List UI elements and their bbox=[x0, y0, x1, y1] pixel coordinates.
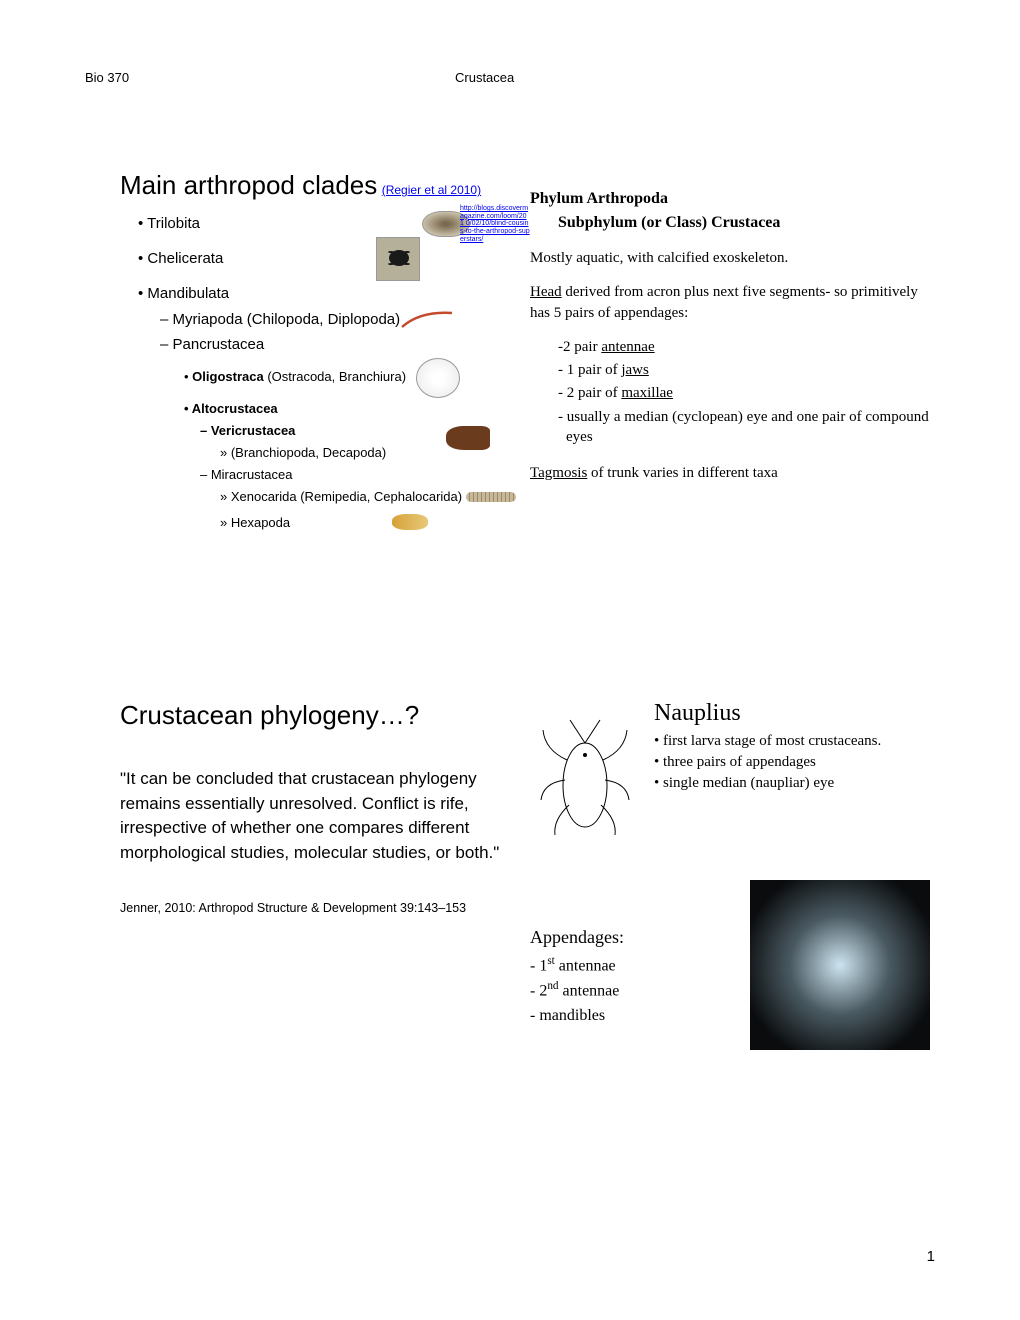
header-left: Bio 370 bbox=[85, 70, 129, 85]
appendages-header: Appendages: bbox=[530, 924, 624, 951]
p-head: Head derived from acron plus next five s… bbox=[530, 282, 930, 323]
nauplius-title: Nauplius bbox=[654, 700, 881, 727]
slide-title-row: Main arthropod clades (Regier et al 2010… bbox=[120, 170, 520, 201]
xenocarida-label: Xenocarida (Remipedia, Cephalocarida) bbox=[220, 486, 462, 508]
row-pancrustacea: Pancrustacea bbox=[120, 332, 520, 358]
miracrustacea-label: Miracrustacea bbox=[200, 464, 292, 486]
tiny-link[interactable]: http://blogs.discoverm agazine.com/loom/… bbox=[460, 205, 530, 243]
centipede-image bbox=[400, 309, 454, 329]
slide-main-clades: Main arthropod clades (Regier et al 2010… bbox=[120, 170, 520, 538]
slide-nauplius: Nauplius first larva stage of most crust… bbox=[530, 700, 930, 860]
crustacea-body: Mostly aquatic, with calcified exoskelet… bbox=[530, 248, 930, 483]
row-miracrustacea: Miracrustacea bbox=[120, 464, 520, 486]
mandibulata-label: Mandibulata bbox=[138, 281, 229, 307]
nauplius-diagram bbox=[530, 700, 640, 860]
app-mandibles: - mandibles bbox=[530, 1004, 624, 1028]
nauplius-row: Nauplius first larva stage of most crust… bbox=[530, 700, 930, 860]
row-hexapoda: Hexapoda bbox=[120, 508, 520, 538]
spider-image bbox=[376, 237, 420, 281]
altocrustacea-label: Altocrustacea bbox=[184, 398, 278, 420]
row-chelicerata: Chelicerata bbox=[120, 237, 520, 281]
phylogeny-title: Crustacean phylogeny…? bbox=[120, 700, 520, 731]
li-antennae: -2 pair antennae bbox=[558, 337, 930, 357]
row-oligostraca: Oligostraca (Ostracoda, Branchiura) bbox=[120, 358, 520, 398]
clade-list: Trilobita http://blogs.discoverm agazine… bbox=[120, 211, 520, 538]
li-maxillae: - 2 pair of maxillae bbox=[558, 383, 930, 403]
appendage-list: -2 pair antennae - 1 pair of jaws - 2 pa… bbox=[558, 337, 930, 447]
vericrustacea-label: Vericrustacea bbox=[200, 420, 295, 442]
regier-link[interactable]: (Regier et al 2010) bbox=[382, 183, 481, 197]
myriapoda-label: Myriapoda (Chilopoda, Diplopoda) bbox=[160, 307, 400, 333]
header-right: Crustacea bbox=[455, 70, 514, 85]
nauplius-li3: single median (naupliar) eye bbox=[654, 775, 881, 792]
appendages-block: Appendages: - 1st antennae - 2nd antenna… bbox=[530, 924, 624, 1028]
page-number: 1 bbox=[927, 1248, 935, 1265]
hexapod-image bbox=[382, 508, 440, 538]
row-mandibulata: Mandibulata bbox=[120, 281, 520, 307]
phylogeny-quote: "It can be concluded that crustacean phy… bbox=[120, 767, 520, 866]
p-aquatic: Mostly aquatic, with calcified exoskelet… bbox=[530, 248, 930, 268]
page-header: Bio 370 Crustacea bbox=[85, 70, 935, 85]
row-myriapoda: Myriapoda (Chilopoda, Diplopoda) bbox=[120, 307, 520, 333]
phylum-heading: Phylum Arthropoda bbox=[530, 190, 930, 208]
subphylum-heading: Subphylum (or Class) Crustacea bbox=[558, 214, 930, 232]
p-tagmosis: Tagmosis of trunk varies in different ta… bbox=[530, 463, 930, 483]
pancrustacea-label: Pancrustacea bbox=[160, 332, 264, 358]
hexapoda-label: Hexapoda bbox=[220, 512, 290, 534]
app-2nd-antennae: - 2nd antennae bbox=[530, 978, 624, 1003]
row-vericrustacea: Vericrustacea bbox=[120, 420, 520, 442]
nauplius-photo bbox=[750, 880, 930, 1050]
app-1st-antennae: - 1st antennae bbox=[530, 953, 624, 978]
branchiopoda-label: (Branchiopoda, Decapoda) bbox=[220, 442, 386, 464]
trilobita-label: Trilobita bbox=[138, 211, 200, 237]
li-jaws: - 1 pair of jaws bbox=[558, 360, 930, 380]
ostracod-image bbox=[416, 358, 460, 398]
row-xenocarida: Xenocarida (Remipedia, Cephalocarida) bbox=[120, 486, 520, 508]
phylogeny-cite: Jenner, 2010: Arthropod Structure & Deve… bbox=[120, 900, 520, 916]
nauplius-bullets: first larva stage of most crustaceans. t… bbox=[654, 733, 881, 792]
slide-crustacea-intro: Phylum Arthropoda Subphylum (or Class) C… bbox=[530, 190, 930, 497]
li-eyes: - usually a median (cyclopean) eye and o… bbox=[558, 407, 930, 448]
nauplius-text: Nauplius first larva stage of most crust… bbox=[654, 700, 881, 860]
row-trilobita: Trilobita http://blogs.discoverm agazine… bbox=[120, 211, 520, 237]
slide-phylogeny: Crustacean phylogeny…? "It can be conclu… bbox=[120, 700, 520, 916]
main-clades-title: Main arthropod clades bbox=[120, 170, 377, 200]
chelicerata-label: Chelicerata bbox=[138, 246, 223, 272]
crayfish-image bbox=[438, 416, 500, 464]
remipede-image bbox=[466, 492, 516, 502]
nauplius-li2: three pairs of appendages bbox=[654, 754, 881, 771]
nauplius-li1: first larva stage of most crustaceans. bbox=[654, 733, 881, 750]
oligostraca-label: Oligostraca (Ostracoda, Branchiura) bbox=[184, 366, 406, 388]
